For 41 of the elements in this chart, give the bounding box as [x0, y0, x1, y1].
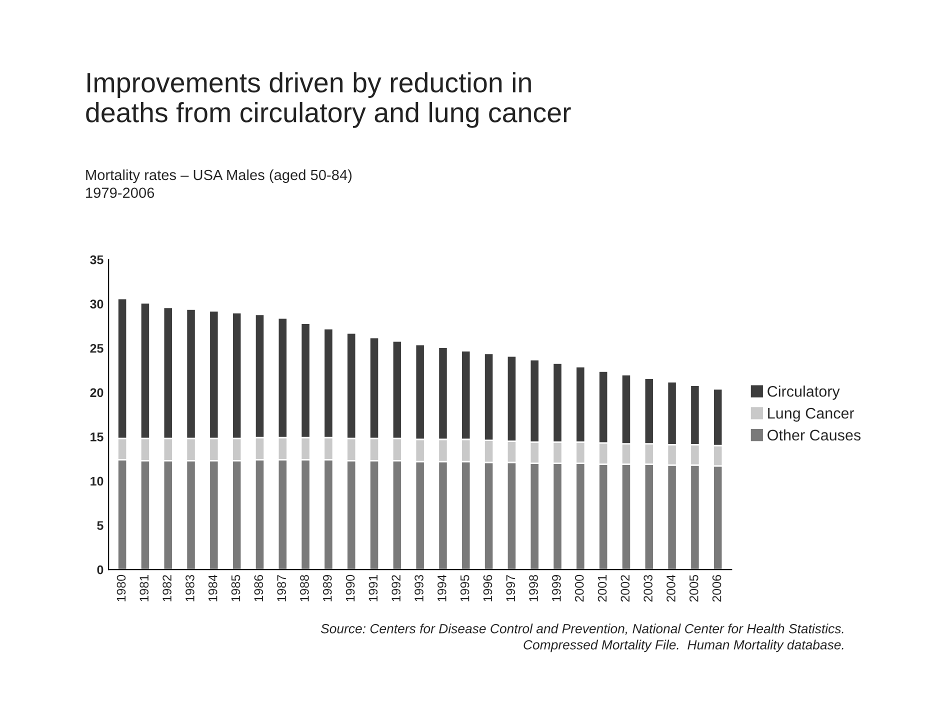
- x-tick-label: 2002: [620, 575, 630, 602]
- y-tick-label: 5: [97, 521, 104, 530]
- x-tick-label: 1996: [483, 575, 492, 602]
- source-note: Source: Centers for Disease Control and Prevention, National Center for Health Statistics. Compressed Mortality File. Human Mortality database.: [320, 624, 844, 652]
- x-tick-label: 2006: [712, 575, 722, 602]
- y-tick-label: 30: [90, 300, 104, 309]
- x-tick-label: 1994: [437, 574, 446, 602]
- chart-subtitle: Mortality rates – USA Males (aged 50-84) 1979-2006: [86, 169, 352, 198]
- x-tick-label: 2004: [666, 574, 676, 602]
- x-tick-label: 1988: [300, 574, 309, 602]
- x-tick-label: 1991: [368, 575, 378, 602]
- x-tick-label: 1999: [552, 575, 561, 602]
- x-tick-label: 1980: [116, 574, 126, 602]
- legend-label: Other Causes: [768, 429, 861, 441]
- x-tick-label: 1993: [414, 575, 424, 602]
- x-tick-label: 1992: [392, 575, 401, 602]
- x-tick-label: 1998: [529, 574, 538, 602]
- x-tick-label: 1981: [140, 575, 149, 602]
- x-tick-label: 2003: [644, 575, 652, 602]
- x-tick-label: 2005: [689, 574, 698, 602]
- y-tick-label: 20: [90, 388, 104, 398]
- x-tick-label: 1995: [460, 574, 470, 602]
- legend-label: Lung Cancer: [768, 408, 854, 422]
- legend-label: Circulatory: [768, 386, 840, 400]
- x-tick-label: 1985: [231, 574, 240, 602]
- x-tick-label: 1989: [322, 575, 332, 602]
- y-tick-label: 35: [90, 255, 104, 264]
- x-tick-label: 1987: [277, 575, 286, 602]
- y-tick-label: 10: [90, 476, 104, 486]
- y-tick-label: 0: [97, 565, 104, 574]
- x-tick-label: 1997: [506, 575, 516, 602]
- x-tick-label: 1982: [162, 575, 172, 602]
- x-tick-label: 2000: [574, 574, 584, 602]
- y-tick-label: 15: [90, 432, 104, 442]
- x-tick-label: 1984: [208, 574, 218, 602]
- x-tick-label: 1990: [346, 574, 355, 602]
- chart-title: Improvements driven by reduction in deaths from circulatory and lung cancer: [86, 72, 571, 128]
- x-tick-label: 2001: [598, 575, 607, 602]
- x-tick-label: 1986: [254, 575, 264, 602]
- y-tick-label: 25: [90, 344, 104, 353]
- x-tick-label: 1983: [186, 575, 194, 602]
